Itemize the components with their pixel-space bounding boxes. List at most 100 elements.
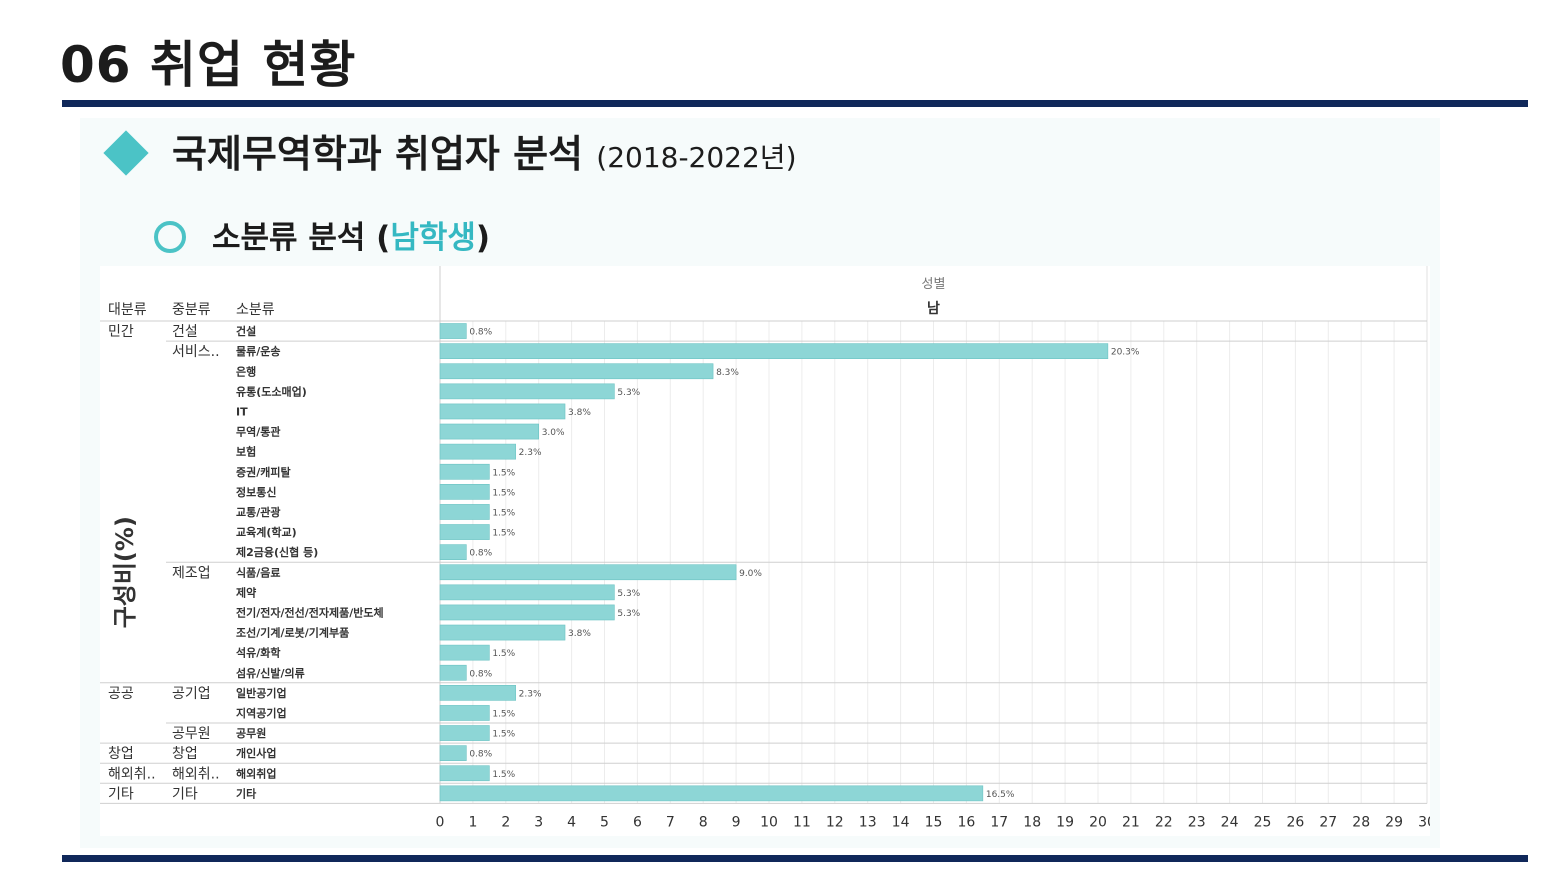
bar [439,604,615,621]
mid-category-label: 건설 [172,324,198,340]
bar [439,584,615,601]
row-header-1: 중분류 [172,302,211,318]
bar-value-label: 3.8% [568,408,591,418]
circle-bullet-icon [154,221,186,253]
bar-value-label: 20.3% [1111,348,1140,358]
bar [439,644,490,661]
minor-category-label: 제약 [236,585,256,599]
x-tick-label: 10 [760,814,778,830]
mid-category-label: 공무원 [172,726,211,742]
x-tick-label: 25 [1254,814,1272,830]
x-tick-label: 7 [666,814,675,830]
bar-value-label: 8.3% [716,368,739,378]
x-tick-label: 18 [1023,814,1041,830]
bar-value-label: 1.5% [492,529,515,539]
bar-value-label: 1.5% [492,730,515,740]
bar-value-label: 1.5% [492,508,515,518]
major-category-label: 기타 [108,786,134,802]
bar [439,403,566,420]
header-top: 성별 [922,277,946,292]
bar [439,484,490,500]
bar [439,725,490,741]
x-tick-label: 16 [957,814,975,830]
minor-category-label: 전기/전자/전선/전자제품/반도체 [236,605,384,619]
minor-category-label: 증권/캐피탈 [236,465,291,479]
minor-category-label: 제2금융(신협 등) [236,545,318,559]
bar [439,564,737,581]
minor-category-label: 식품/음료 [236,565,281,579]
mid-category-label: 기타 [172,786,198,802]
minor-category-label: 정보통신 [236,485,276,499]
bar-value-label: 1.5% [492,488,515,498]
bar [439,684,516,701]
header-column: 남 [927,300,940,317]
bar-value-label: 9.0% [739,569,762,579]
x-tick-label: 23 [1188,814,1206,830]
sub-title-accent: 남학생 [390,220,476,256]
minor-category-label: 조선/기계/로봇/기계부품 [236,626,349,640]
bar-value-label: 5.3% [617,589,640,599]
minor-category-label: 교통/관광 [236,505,281,519]
bar [439,463,490,480]
sub-title-suffix: ) [475,220,491,256]
bar-value-label: 1.5% [492,649,515,659]
x-tick-label: 24 [1221,814,1239,830]
bar-value-label: 0.8% [469,549,492,559]
sub-title: 소분류 분석 (남학생) [212,216,490,260]
y-axis-label: 구성비(%) [111,516,139,628]
x-tick-label: 13 [859,814,877,830]
x-tick-label: 9 [732,814,741,830]
row-header-2: 소분류 [236,302,275,318]
x-tick-label: 21 [1122,814,1140,830]
bar [439,504,490,520]
x-tick-label: 27 [1319,814,1337,830]
x-tick-label: 4 [567,814,576,830]
minor-category-label: 공무원 [236,726,266,740]
mid-category-label: 해외취.. [172,766,220,782]
x-tick-label: 2 [501,814,510,830]
bar [439,785,984,802]
minor-category-label: 무역/통관 [236,425,281,439]
bar [439,664,467,681]
minor-category-label: 석유/화학 [236,646,281,660]
x-tick-label: 19 [1056,814,1074,830]
minor-category-label: 일반공기업 [236,686,287,700]
footer-rule [62,855,1528,862]
x-tick-label: 15 [925,814,943,830]
major-category-label: 민간 [108,324,134,340]
x-tick-label: 1 [468,814,477,830]
x-tick-label: 3 [534,814,543,830]
bar [439,705,490,721]
header-rule [62,100,1528,107]
x-tick-label: 26 [1286,814,1304,830]
x-tick-label: 30 [1418,814,1430,830]
bar [439,544,467,561]
bar-value-label: 16.5% [986,790,1015,800]
bar [439,323,467,339]
x-tick-label: 20 [1089,814,1107,830]
bar [439,423,539,440]
bar-value-label: 3.8% [568,629,591,639]
bar [439,343,1109,359]
mid-category-label: 제조업 [172,565,211,581]
minor-category-label: 은행 [236,364,256,378]
bar [439,745,467,762]
section-title: 국제무역학과 취업자 분석 (2018-2022년) [172,128,797,184]
minor-category-label: 물류/운송 [236,345,281,358]
x-tick-label: 14 [892,814,910,830]
x-tick-label: 8 [699,814,708,830]
bar-value-label: 0.8% [469,669,492,679]
x-tick-label: 5 [600,814,609,830]
bar-value-label: 1.5% [492,468,515,478]
minor-category-label: 기타 [236,786,257,800]
x-tick-label: 17 [990,814,1008,830]
bar [439,624,566,641]
x-tick-label: 12 [826,814,844,830]
mid-category-label: 창업 [172,746,198,762]
major-category-label: 해외취.. [108,766,156,782]
minor-category-label: 섬유/신발/의류 [236,666,305,680]
minor-category-label: IT [236,405,248,418]
minor-category-label: 지역공기업 [236,706,287,720]
bar-value-label: 2.3% [519,448,542,458]
